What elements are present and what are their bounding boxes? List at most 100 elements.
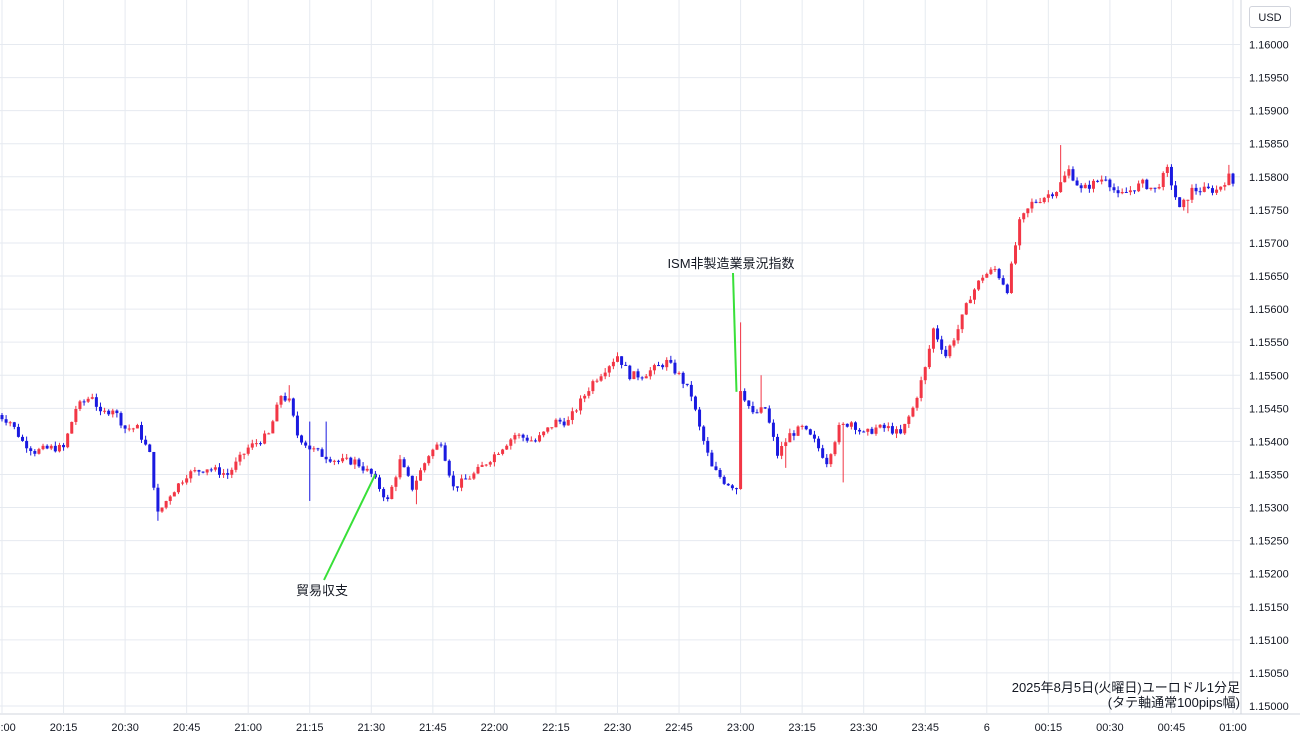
candle-body xyxy=(607,366,611,373)
candle-body xyxy=(693,396,697,410)
candle-body xyxy=(505,445,509,450)
candle-body xyxy=(1067,169,1071,176)
candle-body xyxy=(858,429,862,432)
candle-body xyxy=(1141,179,1145,184)
candle-body xyxy=(283,395,287,401)
candle-body xyxy=(1178,197,1182,208)
candle-body xyxy=(189,471,193,479)
candle-body xyxy=(45,445,49,449)
candle-body xyxy=(185,478,189,483)
candle-body xyxy=(341,458,345,462)
candle-body xyxy=(49,445,53,449)
y-tick-label: 1.16000 xyxy=(1249,40,1289,52)
candle-body xyxy=(1190,187,1194,200)
candle-body xyxy=(538,435,542,442)
candle-body xyxy=(940,339,944,350)
candle-body xyxy=(1063,175,1067,183)
candle-body xyxy=(172,492,176,497)
candle-body xyxy=(414,480,418,490)
candle-body xyxy=(624,364,628,366)
candle-body xyxy=(66,433,70,448)
candle-body xyxy=(895,429,899,434)
candle-body xyxy=(78,401,82,410)
candle-body xyxy=(1071,169,1075,181)
candle-body xyxy=(492,454,496,463)
candle-body xyxy=(431,449,435,457)
x-tick-label: 21:30 xyxy=(358,722,386,734)
candle-body xyxy=(1055,192,1059,197)
candle-body xyxy=(1198,191,1202,193)
candle-body xyxy=(1014,245,1018,264)
candle-body xyxy=(796,426,800,436)
candle-body xyxy=(90,397,94,399)
candle-body xyxy=(209,469,213,471)
candle-body xyxy=(127,428,131,430)
candle-body xyxy=(394,477,398,487)
candle-body xyxy=(1087,184,1091,189)
candle-body xyxy=(964,303,968,315)
candle-body xyxy=(989,269,993,274)
candle-body xyxy=(923,367,927,381)
candle-body xyxy=(279,395,283,405)
candle-body xyxy=(886,426,890,429)
candle-body xyxy=(1145,179,1149,190)
candle-body xyxy=(1104,179,1108,181)
candle-body xyxy=(829,454,833,465)
candle-body xyxy=(378,477,382,490)
y-tick-label: 1.15250 xyxy=(1249,536,1289,548)
candle-body xyxy=(1009,263,1013,294)
x-tick-label: 23:15 xyxy=(788,722,816,734)
candle-body xyxy=(1079,185,1083,189)
candle-body xyxy=(259,443,263,445)
candle-body xyxy=(841,423,845,425)
candle-body xyxy=(1100,179,1104,182)
candle-body xyxy=(784,442,788,447)
candle-body xyxy=(870,428,874,434)
candle-body xyxy=(476,466,480,474)
y-tick-label: 1.15500 xyxy=(1249,370,1289,382)
chart-caption: 2025年8月5日(火曜日)ユーロドル1分足 (タテ軸通常100pips幅) xyxy=(1012,680,1240,710)
candle-body xyxy=(722,476,726,484)
candle-body xyxy=(550,427,554,429)
y-tick-label: 1.15450 xyxy=(1249,403,1289,415)
y-axis-price-scale[interactable]: 1.16000 1.15950 1.15900 1.15850 1.15800 1.157… xyxy=(1249,40,1289,714)
y-tick-label: 1.15200 xyxy=(1249,569,1289,581)
candle-body xyxy=(488,462,492,465)
candle-body xyxy=(804,425,808,430)
currency-badge[interactable]: USD xyxy=(1249,6,1291,28)
candle-body xyxy=(960,314,964,330)
candle-body xyxy=(70,421,74,434)
candle-body xyxy=(460,478,464,488)
candle-body xyxy=(316,448,320,450)
candle-body xyxy=(513,435,517,440)
candle-body xyxy=(529,440,533,442)
candle-body xyxy=(706,440,710,453)
candle-body xyxy=(443,445,447,461)
candle-body xyxy=(1108,179,1112,188)
candle-body xyxy=(16,426,20,437)
candle-body xyxy=(936,328,940,340)
annotations-layer: 貿易収支 ISM非製造業景況指数 xyxy=(296,256,795,598)
candle-body xyxy=(332,460,336,462)
candle-body xyxy=(948,345,952,357)
x-tick-label: 22:45 xyxy=(665,722,693,734)
x-axis-time-scale[interactable]: 20:00 20:15 20:30 20:45 21:00 21:15 21:30 21:45… xyxy=(0,722,1247,734)
candle-body xyxy=(312,448,316,450)
candle-body xyxy=(246,447,250,454)
candle-series xyxy=(0,145,1235,521)
candle-body xyxy=(464,478,468,480)
candle-body xyxy=(1034,201,1038,203)
candle-body xyxy=(759,407,763,413)
candle-body xyxy=(1223,185,1227,187)
candle-body xyxy=(156,487,160,512)
candle-body xyxy=(37,449,41,454)
candle-body xyxy=(640,377,644,379)
candle-body xyxy=(743,391,747,401)
candle-body xyxy=(1112,187,1116,191)
candle-body xyxy=(591,381,595,392)
candle-body xyxy=(0,415,4,420)
candle-body xyxy=(263,433,267,444)
y-tick-label: 1.15050 xyxy=(1249,668,1289,680)
candle-body xyxy=(718,469,722,477)
candle-body xyxy=(111,410,115,415)
